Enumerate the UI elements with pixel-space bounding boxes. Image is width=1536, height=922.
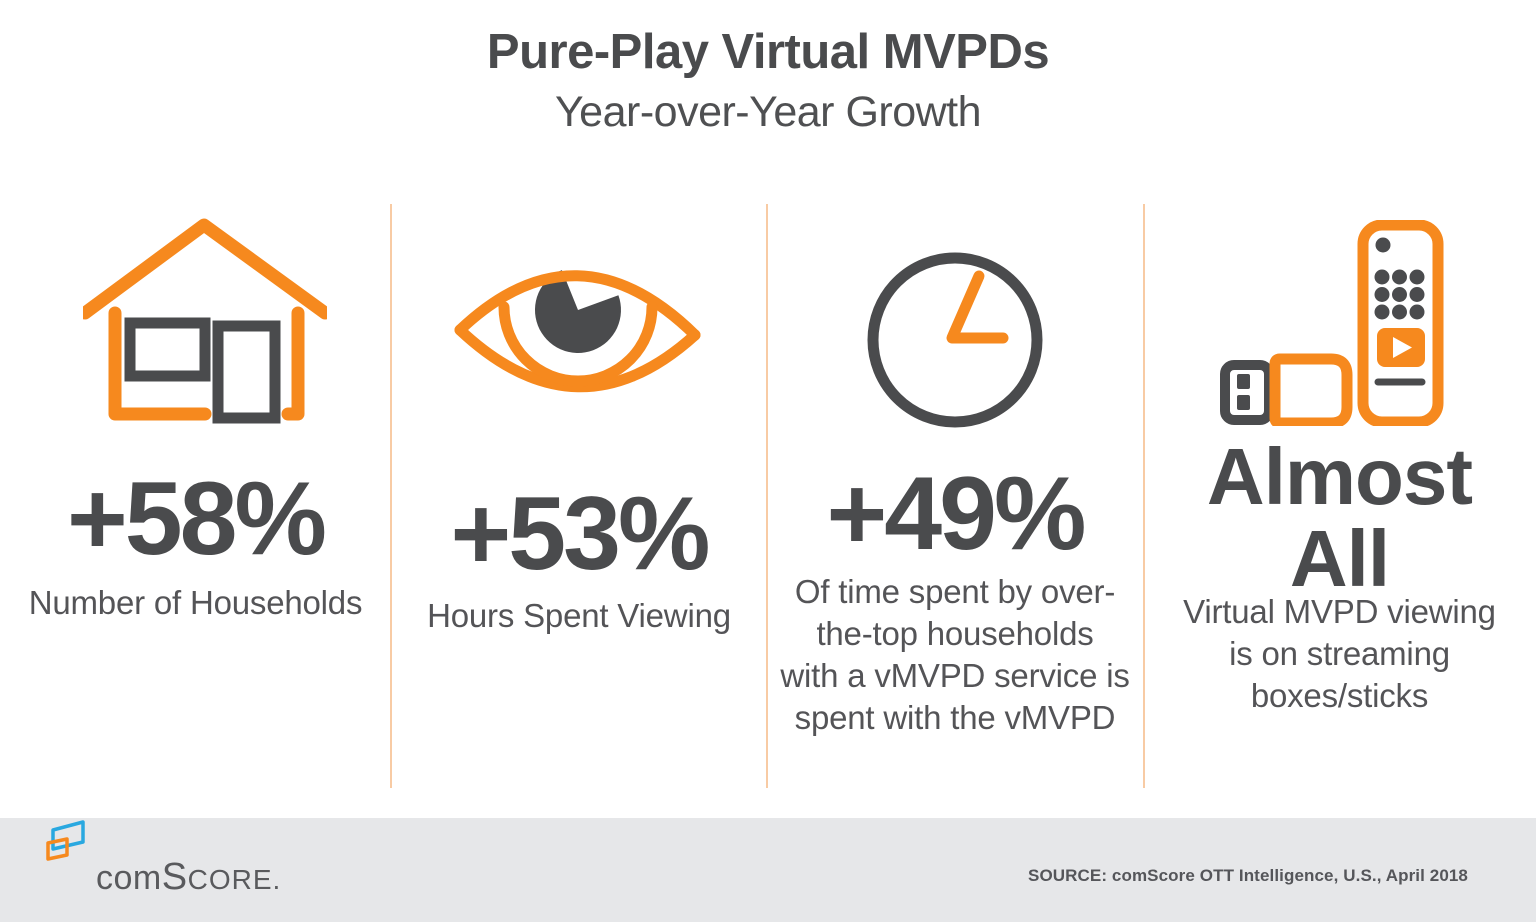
stat-column-households: +58% Number of Households	[0, 0, 391, 800]
column-divider	[1143, 204, 1145, 788]
stat-caption: Virtual MVPD viewing is on streaming box…	[1183, 593, 1496, 714]
logo-part-s: S	[161, 856, 188, 898]
streaming-devices-icon	[1220, 220, 1444, 426]
stat-value: +49%	[826, 456, 1087, 572]
stat-value: Almost All	[1206, 432, 1473, 603]
stat-caption: Number of Households	[28, 584, 363, 621]
column-divider	[766, 204, 768, 788]
page-subtitle: Year-over-Year Growth	[554, 88, 982, 136]
stat-value: +53%	[450, 476, 711, 592]
stat-column-devices: Almost All Virtual MVPD viewing is on st…	[1143, 0, 1536, 800]
stat-value: +58%	[67, 461, 327, 577]
stat-column-hours: +53% Hours Spent Viewing	[391, 0, 767, 800]
column-divider	[390, 204, 392, 788]
footer-bar: com S CORE. SOURCE: comScore OTT Intellige…	[0, 818, 1536, 922]
comscore-logo-icon	[46, 820, 85, 861]
house-icon	[83, 218, 327, 424]
page-title: Pure-Play Virtual MVPDs	[486, 25, 1050, 79]
logo-part-com: com	[96, 859, 162, 897]
logo-part-core: CORE.	[187, 864, 282, 895]
stat-caption: Hours Spent Viewing	[427, 597, 731, 634]
stat-caption: Of time spent by over- the-top household…	[780, 573, 1130, 736]
eye-icon	[454, 270, 701, 393]
clock-icon	[867, 252, 1043, 428]
stat-column-time-share: +49% Of time spent by over- the-top hous…	[767, 0, 1143, 800]
source-attribution: SOURCE: comScore OTT Intelligence, U.S.,…	[1028, 866, 1468, 885]
comscore-logo-text: com S CORE.	[96, 856, 281, 899]
